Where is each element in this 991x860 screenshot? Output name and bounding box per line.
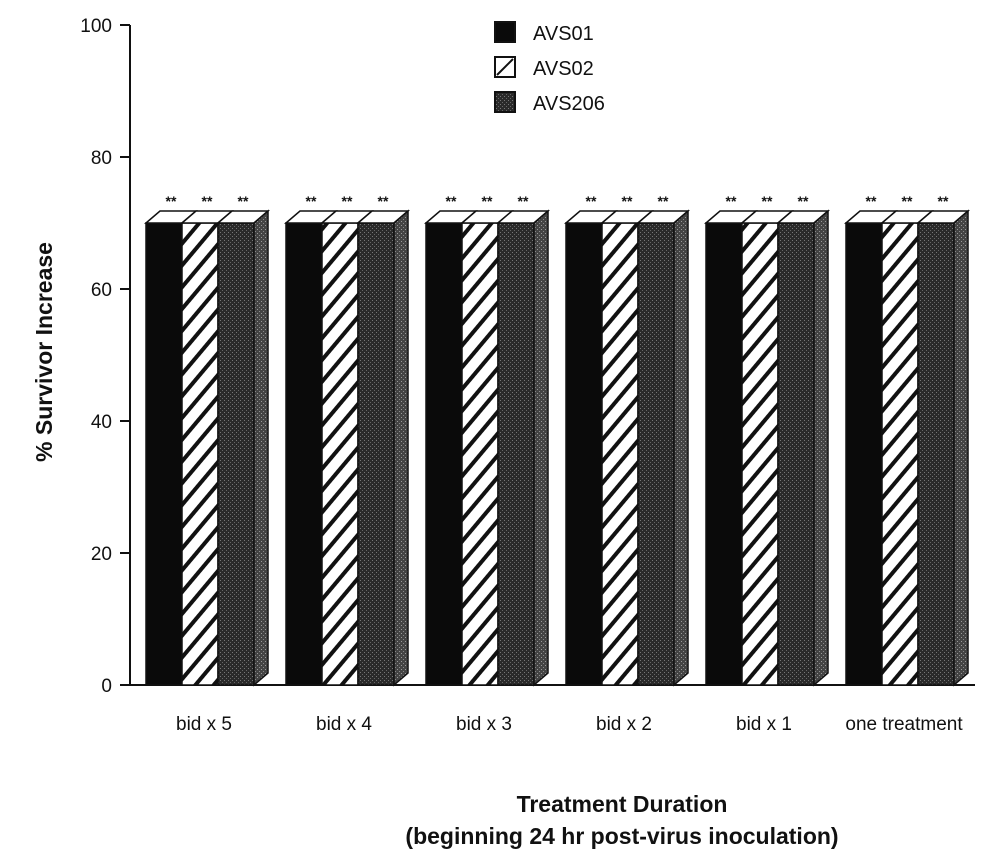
bar-front bbox=[845, 222, 883, 686]
significance-marker: ** bbox=[202, 193, 213, 209]
y-ticks: 0 20 40 60 80 100 bbox=[80, 16, 130, 697]
y-tick-label: 60 bbox=[91, 280, 112, 301]
y-axis-title: % Survivor Increase bbox=[31, 242, 57, 462]
significance-marker: ** bbox=[342, 193, 353, 209]
x-axis-subtitle: (beginning 24 hr post-virus inoculation) bbox=[405, 823, 838, 849]
bar-front bbox=[357, 222, 395, 686]
category-label: bid x 4 bbox=[316, 714, 372, 735]
category-label: bid x 5 bbox=[176, 714, 232, 735]
bar-front bbox=[497, 222, 535, 686]
legend-label: AVS02 bbox=[533, 58, 594, 80]
bar-AVS206-3 bbox=[635, 209, 691, 687]
bar-front bbox=[917, 222, 955, 686]
y-tick-label: 40 bbox=[91, 412, 112, 433]
bar-side bbox=[673, 209, 689, 687]
legend-swatch-hatch bbox=[496, 58, 514, 76]
bar-front bbox=[145, 222, 183, 686]
significance-marker: ** bbox=[586, 193, 597, 209]
legend-label: AVS206 bbox=[533, 93, 605, 115]
bar-front bbox=[881, 222, 919, 686]
significance-marker: ** bbox=[378, 193, 389, 209]
bar-front bbox=[601, 222, 639, 686]
bar-front bbox=[321, 222, 359, 686]
bar-front bbox=[425, 222, 463, 686]
bar-AVS206-0 bbox=[215, 209, 271, 687]
bar-AVS206-4 bbox=[775, 209, 831, 687]
bar-front bbox=[637, 222, 675, 686]
significance-marker: ** bbox=[238, 193, 249, 209]
bar-side bbox=[253, 209, 269, 687]
legend-item-AVS206: AVS206 bbox=[494, 91, 605, 115]
bars bbox=[143, 209, 971, 687]
legend-item-AVS01: AVS01 bbox=[494, 21, 594, 45]
category-label: bid x 2 bbox=[596, 714, 652, 735]
bar-AVS01-5 bbox=[843, 210, 899, 686]
bar-side bbox=[393, 209, 409, 687]
bar-side bbox=[533, 209, 549, 687]
bar-AVS02-3 bbox=[599, 210, 655, 686]
significance-marker: ** bbox=[762, 193, 773, 209]
bar-AVS206-5 bbox=[915, 209, 971, 687]
significance-marker: ** bbox=[446, 193, 457, 209]
legend: AVS01 AVS02 AVS206 bbox=[494, 21, 605, 115]
bar-AVS206-2 bbox=[495, 209, 551, 687]
significance-marker: ** bbox=[902, 193, 913, 209]
significance-marker: ** bbox=[482, 193, 493, 209]
bar-AVS01-4 bbox=[703, 210, 759, 686]
bar-AVS02-4 bbox=[739, 210, 795, 686]
bar-front bbox=[181, 222, 219, 686]
y-tick-label: 100 bbox=[80, 16, 112, 37]
significance-marker: ** bbox=[726, 193, 737, 209]
bar-front bbox=[461, 222, 499, 686]
bar-front bbox=[741, 222, 779, 686]
bar-AVS02-0 bbox=[179, 210, 235, 686]
category-label: bid x 3 bbox=[456, 714, 512, 735]
significance-marker: ** bbox=[166, 193, 177, 209]
y-tick-label: 0 bbox=[101, 676, 112, 697]
bar-AVS02-5 bbox=[879, 210, 935, 686]
significance-marker: ** bbox=[658, 193, 669, 209]
bar-side bbox=[953, 209, 969, 687]
bar-AVS02-2 bbox=[459, 210, 515, 686]
bar-side bbox=[813, 209, 829, 687]
legend-item-AVS02: AVS02 bbox=[494, 56, 594, 80]
significance-marker: ** bbox=[518, 193, 529, 209]
significance-marker: ** bbox=[798, 193, 809, 209]
significance-marker: ** bbox=[938, 193, 949, 209]
y-tick-label: 80 bbox=[91, 148, 112, 169]
bar-AVS206-1 bbox=[355, 209, 411, 687]
significance-markers: ** ** ** ** ** ** ** ** ** ** ** ** ** ** ** ** ** ** bbox=[166, 193, 949, 209]
bar-front bbox=[285, 222, 323, 686]
legend-swatch bbox=[494, 21, 516, 43]
bar-front bbox=[705, 222, 743, 686]
y-tick-label: 20 bbox=[91, 544, 112, 565]
significance-marker: ** bbox=[866, 193, 877, 209]
bar-AVS01-1 bbox=[283, 210, 339, 686]
x-axis-title: Treatment Duration bbox=[517, 791, 728, 817]
legend-label: AVS01 bbox=[533, 23, 594, 45]
axes: 0 20 40 60 80 100 bbox=[80, 16, 975, 697]
bar-front bbox=[565, 222, 603, 686]
bar-AVS01-2 bbox=[423, 210, 479, 686]
category-label: bid x 1 bbox=[736, 714, 792, 735]
category-labels: bid x 5 bid x 4 bid x 3 bid x 2 bid x 1 one t… bbox=[176, 714, 963, 735]
bar-front bbox=[777, 222, 815, 686]
bar-front bbox=[217, 222, 255, 686]
significance-marker: ** bbox=[622, 193, 633, 209]
significance-marker: ** bbox=[306, 193, 317, 209]
category-label: one treatment bbox=[845, 714, 963, 735]
legend-swatch bbox=[494, 91, 516, 113]
